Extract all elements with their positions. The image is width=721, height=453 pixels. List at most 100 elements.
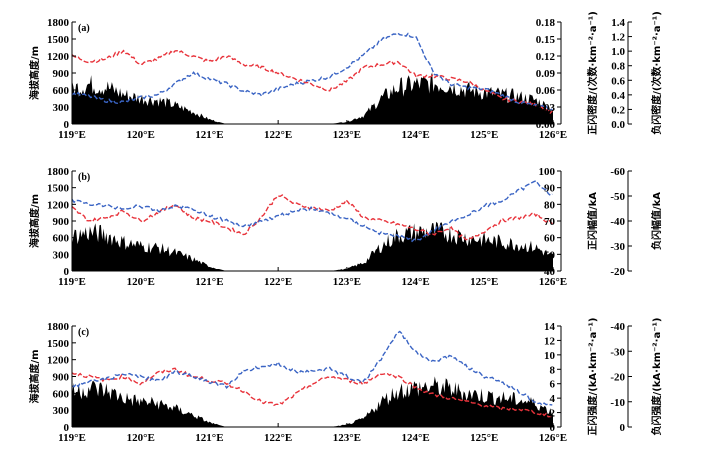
right1-tick-label: 0.03 xyxy=(536,102,556,114)
panel-label: (a) xyxy=(78,23,90,34)
right2-tick-label: -20 xyxy=(610,372,625,384)
right2-tick-label: -60 xyxy=(610,166,625,178)
x-tick-label: 125°E xyxy=(470,276,498,288)
positive-series-line xyxy=(71,49,553,115)
left-tick-label: 300 xyxy=(53,249,70,261)
right1-tick-label: 0.00 xyxy=(536,119,556,131)
x-tick-label: 126°E xyxy=(539,276,567,288)
terrain-area xyxy=(72,376,553,427)
right2-tick-label: 0.2 xyxy=(611,104,625,116)
x-tick-label: 126°E xyxy=(539,432,567,444)
x-tick-label: 126°E xyxy=(539,129,567,141)
right2-tick-label: 0.8 xyxy=(611,61,625,73)
right2-tick-label: -20 xyxy=(610,266,625,278)
right1-tick-label: 0.15 xyxy=(536,34,556,46)
right2-tick-label: 0 xyxy=(620,422,626,434)
x-tick-label: 125°E xyxy=(470,432,498,444)
left-tick-label: 600 xyxy=(53,233,70,245)
left-tick-label: 300 xyxy=(53,102,70,114)
left-tick-label: 0 xyxy=(64,266,70,278)
right1-tick-label: 14 xyxy=(544,321,556,333)
right1-tick-label: 90 xyxy=(544,183,556,195)
x-tick-label: 122°E xyxy=(264,129,292,141)
right1-tick-label: 40 xyxy=(544,266,556,278)
right1-tick-label: 0.12 xyxy=(536,51,556,63)
left-tick-label: 600 xyxy=(53,85,70,97)
left-axis-title: 海拔高度/m xyxy=(28,46,41,100)
right1-tick-label: 0.18 xyxy=(536,17,556,29)
x-tick-label: 121°E xyxy=(195,129,223,141)
x-tick-label: 119°E xyxy=(58,432,86,444)
terrain-area xyxy=(72,72,553,124)
left-tick-label: 900 xyxy=(53,372,70,384)
right1-tick-label: 12 xyxy=(544,335,556,347)
terrain-area xyxy=(72,221,553,271)
right1-tick-label: 0 xyxy=(550,422,556,434)
left-tick-label: 1800 xyxy=(47,321,70,333)
positive-series-line xyxy=(71,194,553,241)
left-tick-label: 600 xyxy=(53,388,70,400)
right2-tick-label: -30 xyxy=(610,241,625,253)
right-axis-1-title: 正闪强度/(kA·km⁻²·a⁻¹) xyxy=(586,318,599,436)
x-tick-label: 123°E xyxy=(333,432,361,444)
right2-tick-label: -40 xyxy=(610,321,625,333)
negative-series-line xyxy=(71,180,553,243)
left-tick-label: 1200 xyxy=(47,199,70,211)
x-tick-label: 120°E xyxy=(127,276,155,288)
right1-tick-label: 10 xyxy=(544,350,556,362)
right2-tick-label: 1.4 xyxy=(611,17,625,29)
negative-series-line xyxy=(71,330,553,406)
left-tick-label: 900 xyxy=(53,68,70,80)
x-tick-label: 124°E xyxy=(401,129,429,141)
right2-tick-label: -10 xyxy=(610,397,625,409)
x-tick-label: 122°E xyxy=(264,432,292,444)
right1-tick-label: 6 xyxy=(550,379,556,391)
right-axis-2-title: 负闪密度/(次数·km⁻²·a⁻¹) xyxy=(650,11,663,135)
right2-tick-label: 1.2 xyxy=(611,32,625,44)
right1-tick-label: 8 xyxy=(550,364,556,376)
x-tick-label: 124°E xyxy=(401,276,429,288)
right1-tick-label: 70 xyxy=(544,216,556,228)
right2-tick-label: 0.0 xyxy=(611,119,625,131)
x-tick-label: 124°E xyxy=(401,432,429,444)
panel-label: (b) xyxy=(78,172,90,183)
left-tick-label: 1500 xyxy=(47,338,70,350)
right2-tick-label: -50 xyxy=(610,191,625,203)
panel-label: (c) xyxy=(78,327,89,338)
x-tick-label: 123°E xyxy=(333,129,361,141)
left-tick-label: 0 xyxy=(64,119,70,131)
left-tick-label: 1800 xyxy=(47,17,70,29)
right-axis-1-title: 正闪幅值/kA xyxy=(586,192,599,250)
left-tick-label: 1200 xyxy=(47,355,70,367)
left-tick-label: 0 xyxy=(64,422,70,434)
left-tick-label: 1500 xyxy=(47,183,70,195)
left-tick-label: 1200 xyxy=(47,51,70,63)
x-tick-label: 121°E xyxy=(195,432,223,444)
right-axis-1-title: 正闪密度/(次数·km⁻²·a⁻¹) xyxy=(586,11,599,135)
left-axis-title: 海拔高度/m xyxy=(28,194,41,248)
positive-series-line xyxy=(71,367,553,418)
left-tick-label: 300 xyxy=(53,405,70,417)
right2-tick-label: 1.0 xyxy=(611,46,625,58)
x-tick-label: 121°E xyxy=(195,276,223,288)
right-axis-2-title: 负闪强度/(kA·km⁻²·a⁻¹) xyxy=(650,318,663,436)
right1-tick-label: 0.09 xyxy=(536,68,556,80)
left-tick-label: 1500 xyxy=(47,34,70,46)
x-tick-label: 119°E xyxy=(58,276,86,288)
right1-tick-label: 50 xyxy=(544,249,556,261)
right1-tick-label: 4 xyxy=(550,393,556,405)
right2-tick-label: 0.4 xyxy=(611,90,625,102)
right1-tick-label: 100 xyxy=(539,166,556,178)
left-tick-label: 900 xyxy=(53,216,70,228)
x-tick-label: 122°E xyxy=(264,276,292,288)
negative-series-line xyxy=(71,32,553,111)
x-tick-label: 119°E xyxy=(58,129,86,141)
x-tick-label: 120°E xyxy=(127,432,155,444)
right1-tick-label: 60 xyxy=(544,233,556,245)
x-tick-label: 123°E xyxy=(333,276,361,288)
right-axis-2-title: 负闪幅值/kA xyxy=(650,192,663,250)
x-tick-label: 120°E xyxy=(127,129,155,141)
right1-tick-label: 0.06 xyxy=(536,85,556,97)
x-tick-label: 125°E xyxy=(470,129,498,141)
